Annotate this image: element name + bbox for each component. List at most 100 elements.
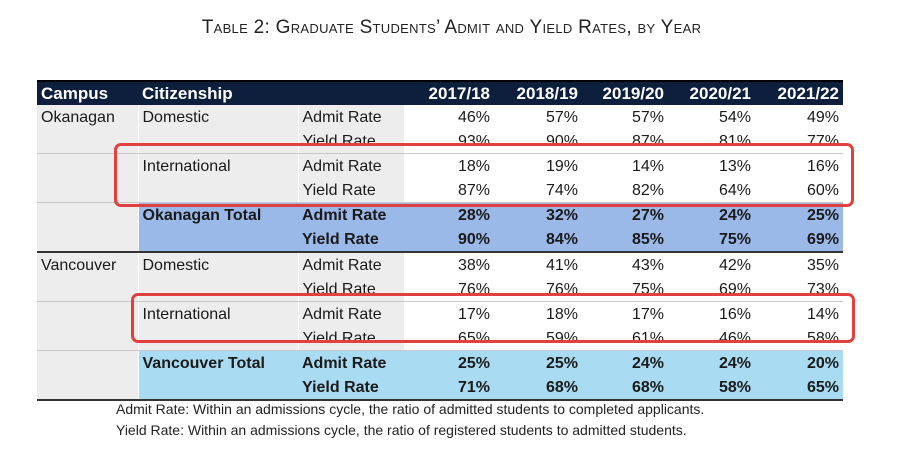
metric-cell: Yield Rate <box>298 375 404 401</box>
value-cell: 38% <box>457 256 490 274</box>
admit-rate-note: Admit Rate: Within an admissions cycle, … <box>116 401 705 417</box>
value-cell: 16% <box>806 157 839 175</box>
campus-cell <box>37 326 139 351</box>
value-cell: 13% <box>718 157 751 175</box>
header-campus: Campus <box>37 80 138 105</box>
total-label-cell: Vancouver Total <box>138 350 298 375</box>
value-cell: 68% <box>582 375 668 401</box>
citizenship-cell: Domestic <box>138 252 298 277</box>
table-row: Yield Rate 87% 74% 82% 64% 60% <box>37 178 843 203</box>
table-row: Yield Rate 93% 90% 87% 81% 77% <box>37 129 843 154</box>
value-cell: 71% <box>404 375 494 401</box>
total-label-cell <box>138 227 298 253</box>
value-cell: 24% <box>582 350 668 375</box>
citizenship-cell <box>138 277 298 302</box>
value-cell: 42% <box>718 256 751 274</box>
campus-cell <box>37 350 139 375</box>
metric-cell: Admit Rate <box>297 301 404 326</box>
value-cell: 65% <box>755 375 843 401</box>
value-cell: 65% <box>404 326 494 351</box>
value-cell: 17% <box>631 305 664 323</box>
campus-cell <box>37 227 139 253</box>
yield-rate-note: Yield Rate: Within an admissions cycle, … <box>116 422 687 438</box>
value-cell: 25% <box>494 350 582 375</box>
value-cell: 19% <box>545 157 578 175</box>
value-cell: 14% <box>806 305 839 323</box>
table-title-prefix: Table 2: <box>201 17 276 38</box>
header-year: 2021/22 <box>755 80 843 105</box>
total-label-cell <box>138 375 298 401</box>
value-cell: 24% <box>668 350 755 375</box>
table-row: Yield Rate 76% 76% 75% 69% 73% <box>37 277 843 302</box>
header-metric <box>298 80 404 105</box>
value-cell: 35% <box>806 256 839 274</box>
value-cell: 17% <box>457 305 490 323</box>
table-row-total: Yield Rate 71% 68% 68% 58% 65% <box>37 375 843 401</box>
value-cell: 25% <box>404 350 494 375</box>
table-row: International Admit Rate 18% 19% 14% 13%… <box>37 153 843 178</box>
citizenship-cell <box>138 178 298 203</box>
table-row-total: Yield Rate 90% 84% 85% 75% 69% <box>37 227 843 253</box>
citizenship-cell: Domestic <box>138 105 298 129</box>
value-cell: 41% <box>545 256 578 274</box>
value-cell: 18% <box>457 157 490 175</box>
table-row: Vancouver Domestic Admit Rate 38% 41% 43… <box>37 252 843 277</box>
value-cell: 20% <box>755 350 843 375</box>
value-cell: 16% <box>718 305 751 323</box>
header-citizenship: Citizenship <box>138 80 298 105</box>
value-cell: 82% <box>582 178 668 203</box>
value-cell: 75% <box>668 227 755 253</box>
metric-cell: Yield Rate <box>297 178 404 203</box>
campus-cell <box>37 129 139 154</box>
value-cell: 57% <box>631 108 664 126</box>
table-title-text: Graduate Students’ Admit and Yield Rates… <box>275 17 702 38</box>
value-cell: 59% <box>494 326 582 351</box>
value-cell: 90% <box>404 227 494 253</box>
campus-cell: Vancouver <box>37 252 139 277</box>
value-cell: 64% <box>668 178 755 203</box>
campus-cell <box>37 375 139 401</box>
value-cell: 18% <box>545 305 578 323</box>
vancouver-international-highlight <box>131 293 855 343</box>
header-year: 2020/21 <box>668 80 755 105</box>
campus-cell <box>37 301 139 326</box>
table-row-total: Vancouver Total Admit Rate 25% 25% 24% 2… <box>37 350 843 375</box>
value-cell: 84% <box>494 227 582 253</box>
metric-cell: Admit Rate <box>297 105 404 129</box>
admit-yield-table: Campus Citizenship 2017/18 2018/19 2019/… <box>37 80 843 401</box>
okanagan-international-highlight <box>114 143 854 207</box>
campus-cell: Okanagan <box>37 105 139 129</box>
header-year: 2019/20 <box>582 80 668 105</box>
value-cell: 46% <box>457 108 490 126</box>
header-row: Campus Citizenship 2017/18 2018/19 2019/… <box>37 80 843 105</box>
value-cell: 58% <box>668 375 755 401</box>
value-cell: 87% <box>404 178 494 203</box>
value-cell: 87% <box>582 129 668 154</box>
value-cell: 54% <box>718 108 751 126</box>
citizenship-cell: International <box>138 153 298 178</box>
value-cell: 68% <box>494 375 582 401</box>
value-cell: 74% <box>494 178 582 203</box>
metric-cell: Admit Rate <box>297 153 404 178</box>
table-title: Table 2: Graduate Students’ Admit and Yi… <box>0 17 903 39</box>
value-cell: 43% <box>631 256 664 274</box>
table-row: Okanagan Domestic Admit Rate 46% 57% 57%… <box>37 105 843 129</box>
campus-cell <box>37 153 139 178</box>
value-cell: 60% <box>755 178 843 203</box>
metric-cell: Yield Rate <box>298 227 404 253</box>
campus-cell <box>37 277 139 302</box>
table-row: International Admit Rate 17% 18% 17% 16%… <box>37 301 843 326</box>
value-cell: 57% <box>545 108 578 126</box>
value-cell: 90% <box>494 129 582 154</box>
value-cell: 69% <box>755 227 843 253</box>
value-cell: 69% <box>668 277 755 302</box>
footnotes: Admit Rate: Within an admissions cycle, … <box>116 399 704 441</box>
citizenship-cell: International <box>138 301 298 326</box>
value-cell: 85% <box>582 227 668 253</box>
metric-cell: Admit Rate <box>298 350 404 375</box>
value-cell: 14% <box>631 157 664 175</box>
header-year: 2017/18 <box>404 80 494 105</box>
campus-cell <box>37 178 139 203</box>
header-year: 2018/19 <box>494 80 582 105</box>
metric-cell: Admit Rate <box>297 252 404 277</box>
